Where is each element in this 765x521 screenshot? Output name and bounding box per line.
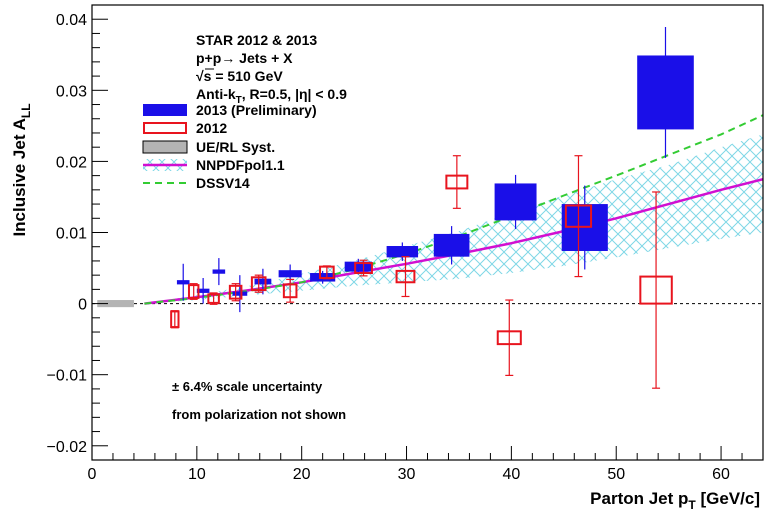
legend-entry-2012: 2012 bbox=[143, 120, 227, 136]
point-2013-syst-box bbox=[433, 233, 470, 257]
point-2012-syst-box bbox=[395, 269, 416, 284]
legend: STAR 2012 & 2013 p+p→ Jets + X √s = 510 Ge… bbox=[142, 32, 347, 191]
legend-header-line: Anti-kT, R=0.5, |η| < 0.9 bbox=[196, 86, 347, 106]
point-2012-syst-box bbox=[228, 284, 243, 300]
y-tick-label: −0.02 bbox=[47, 439, 88, 456]
legend-label: DSSV14 bbox=[196, 175, 250, 191]
theory-bands bbox=[144, 134, 763, 304]
legend-label: UE/RL Syst. bbox=[196, 139, 275, 155]
legend-header-line: p+p→ Jets + X bbox=[196, 50, 293, 66]
point-2012-syst-box bbox=[187, 284, 200, 299]
point-2013-syst-box bbox=[494, 183, 537, 221]
point-2013-syst-box bbox=[212, 269, 226, 274]
ue-rl-syst-band bbox=[97, 300, 134, 308]
point-2013-syst-box bbox=[386, 246, 419, 258]
y-tick-label: 0 bbox=[78, 297, 87, 314]
scale-uncertainty-note: ± 6.4% scale uncertainty bbox=[172, 379, 323, 394]
y-tick-label: 0.01 bbox=[56, 226, 87, 243]
legend-header-line: STAR 2012 & 2013 bbox=[196, 32, 317, 48]
point-2012-syst-box bbox=[496, 330, 522, 346]
nnpdf-uncertainty-band bbox=[144, 134, 763, 304]
point-2012-syst-box bbox=[250, 276, 267, 292]
point-2013-syst-box bbox=[196, 288, 210, 293]
point-2012-syst-box bbox=[282, 283, 298, 299]
point-2012-syst-box bbox=[170, 310, 180, 329]
legend-swatch-gray bbox=[142, 140, 188, 154]
point-2013-syst-box bbox=[254, 278, 272, 285]
point-2012-syst-box bbox=[207, 293, 220, 304]
x-tick-label: 10 bbox=[188, 466, 206, 483]
legend-label: NNPDFpol1.1 bbox=[196, 157, 285, 173]
legend-swatch-filled bbox=[143, 104, 187, 116]
y-tick-label: 0.03 bbox=[56, 83, 87, 100]
x-tick-label: 30 bbox=[398, 466, 416, 483]
point-2012-syst-box bbox=[319, 265, 335, 279]
x-axis-title: Parton Jet pT [GeV/c] bbox=[590, 489, 760, 512]
axis-ticks: 0 10 20 30 40 50 60 −0.02 −0.01 0 0.01 0.02 0.03 0.04 bbox=[47, 4, 764, 483]
data-points bbox=[97, 27, 694, 389]
point-2012-syst-box bbox=[354, 262, 373, 275]
y-tick-label: 0.02 bbox=[56, 154, 87, 171]
point-2013-syst-box bbox=[344, 261, 372, 272]
point-2012-syst-box bbox=[445, 174, 469, 190]
legend-entry-nnpdfpol1-1: NNPDFpol1.1 bbox=[143, 157, 285, 173]
point-2012-syst-box bbox=[564, 204, 593, 228]
x-tick-label: 40 bbox=[502, 466, 520, 483]
legend-entry-2013-preliminary: 2013 (Preliminary) bbox=[143, 102, 317, 118]
x-tick-label: 20 bbox=[293, 466, 311, 483]
annotations: ± 6.4% scale uncertainty from polarizatio… bbox=[172, 379, 346, 422]
x-tick-label: 0 bbox=[88, 466, 97, 483]
point-2013-syst-box bbox=[176, 280, 190, 285]
legend-entry-dssv14: DSSV14 bbox=[143, 175, 250, 191]
legend-entry-ue-rl-syst: UE/RL Syst. bbox=[142, 139, 275, 155]
y-tick-label: −0.01 bbox=[47, 368, 88, 385]
point-2013-syst-box bbox=[232, 291, 248, 296]
y-axis-title: Inclusive Jet ALL bbox=[10, 103, 33, 236]
legend-label: 2013 (Preliminary) bbox=[196, 102, 317, 118]
x-tick-label: 50 bbox=[607, 466, 625, 483]
point-2012-syst-box bbox=[639, 275, 673, 305]
point-2013-syst-box bbox=[278, 270, 302, 278]
legend-header-line: √s = 510 GeV bbox=[196, 68, 283, 84]
polarization-note: from polarization not shown bbox=[172, 407, 346, 422]
point-2013-syst-box bbox=[637, 55, 694, 130]
legend-label: 2012 bbox=[196, 120, 227, 136]
legend-swatch-open bbox=[143, 122, 187, 134]
x-tick-label: 60 bbox=[712, 466, 730, 483]
y-tick-label: 0.04 bbox=[56, 12, 87, 29]
